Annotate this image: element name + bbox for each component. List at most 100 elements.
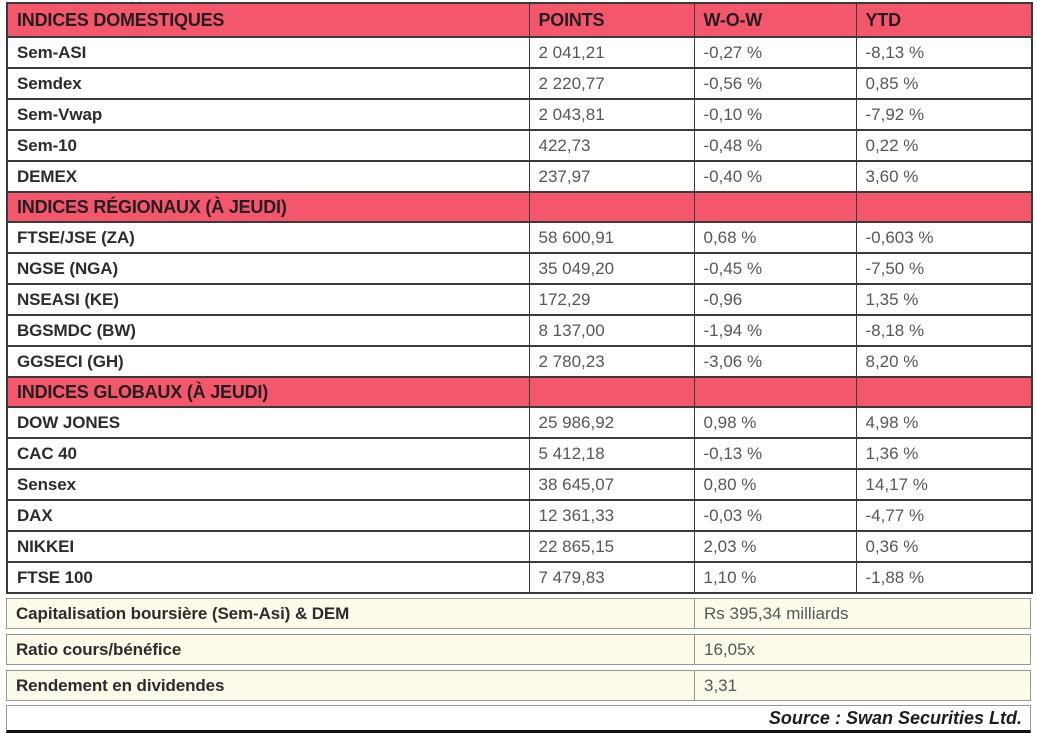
index-name: Sem-ASI <box>6 36 529 68</box>
ytd-value: 1,36 % <box>855 437 1032 469</box>
wow-value: 0,80 % <box>693 468 856 500</box>
ytd-value: 0,85 % <box>855 67 1032 99</box>
table-row: DAX 12 361,33 -0,03 % -4,77 % <box>6 499 1032 531</box>
summary-label: Capitalisation boursière (Sem-Asi) & DEM <box>16 603 350 623</box>
ytd-value: -7,92 % <box>855 98 1032 130</box>
index-name: FTSE/JSE (ZA) <box>6 221 529 253</box>
summary-value: Rs 395,34 milliards <box>694 599 1030 628</box>
section-row-global: INDICES GLOBAUX (À JEUDI) <box>6 376 1032 407</box>
wow-value: 0,98 % <box>693 406 856 438</box>
summary-row-market-cap: Capitalisation boursière (Sem-Asi) & DEM… <box>6 598 1031 629</box>
table-row: CAC 40 5 412,18 -0,13 % 1,36 % <box>6 437 1032 469</box>
ytd-value: 0,22 % <box>855 129 1032 161</box>
table-row: Sensex 38 645,07 0,80 % 14,17 % <box>6 468 1032 500</box>
points-value: 22 865,15 <box>528 530 694 562</box>
section-cell-empty <box>855 376 1032 407</box>
table-row: Semdex 2 220,77 -0,56 % 0,85 % <box>6 67 1032 99</box>
ytd-value: -8,18 % <box>855 314 1032 346</box>
ytd-value: 3,60 % <box>855 160 1032 192</box>
header-ytd: YTD <box>855 2 1032 37</box>
ytd-value: -1,88 % <box>855 561 1032 593</box>
section-row-regional: INDICES RÉGIONAUX (À JEUDI) <box>6 191 1032 222</box>
wow-value: -0,45 % <box>693 252 856 284</box>
section-cell-empty <box>693 191 856 222</box>
index-name: Sem-Vwap <box>6 98 529 130</box>
points-value: 5 412,18 <box>528 437 694 469</box>
summary-row-dividend-yield: Rendement en dividendes 3,31 <box>6 670 1031 701</box>
ytd-value: -8,13 % <box>855 36 1032 68</box>
points-value: 38 645,07 <box>528 468 694 500</box>
index-name: DAX <box>6 499 529 531</box>
table-row: NSEASI (KE) 172,29 -0,96 1,35 % <box>6 283 1032 315</box>
summary-value: 3,31 <box>694 671 1030 700</box>
table-row: NIKKEI 22 865,15 2,03 % 0,36 % <box>6 530 1032 562</box>
points-value: 25 986,92 <box>528 406 694 438</box>
table-row: BGSMDC (BW) 8 137,00 -1,94 % -8,18 % <box>6 314 1032 346</box>
wow-value: -0,13 % <box>693 437 856 469</box>
points-value: 7 479,83 <box>528 561 694 593</box>
index-name: NGSE (NGA) <box>6 252 529 284</box>
source-text: Source : Swan Securities Ltd. <box>768 707 1022 728</box>
points-value: 58 600,91 <box>528 221 694 253</box>
section-cell-empty <box>528 191 694 222</box>
wow-value: -0,56 % <box>693 67 856 99</box>
section-title: INDICES GLOBAUX (À JEUDI) <box>6 376 529 407</box>
wow-value: 2,03 % <box>693 530 856 562</box>
index-name: CAC 40 <box>6 437 529 469</box>
summary-label: Rendement en dividendes <box>16 675 225 695</box>
wow-value: 1,10 % <box>693 561 856 593</box>
table-row: Sem-10 422,73 -0,48 % 0,22 % <box>6 129 1032 161</box>
section-cell-empty <box>693 376 856 407</box>
index-name: DEMEX <box>6 160 529 192</box>
wow-value: -1,94 % <box>693 314 856 346</box>
index-name: NSEASI (KE) <box>6 283 529 315</box>
summary-row-pe-ratio: Ratio cours/bénéfice 16,05x <box>6 634 1031 665</box>
ytd-value: 8,20 % <box>855 345 1032 377</box>
summary-label: Ratio cours/bénéfice <box>16 639 182 659</box>
table-header-row: INDICES DOMESTIQUES POINTS W-O-W YTD <box>6 2 1032 37</box>
ytd-value: -7,50 % <box>855 252 1032 284</box>
table-row: DEMEX 237,97 -0,40 % 3,60 % <box>6 160 1032 192</box>
points-value: 237,97 <box>528 160 694 192</box>
header-wow: W-O-W <box>693 2 856 37</box>
points-value: 422,73 <box>528 129 694 161</box>
index-name: Sensex <box>6 468 529 500</box>
section-cell-empty <box>855 191 1032 222</box>
index-name: Sem-10 <box>6 129 529 161</box>
index-name: DOW JONES <box>6 406 529 438</box>
points-value: 2 780,23 <box>528 345 694 377</box>
ytd-value: -0,603 % <box>855 221 1032 253</box>
index-name: NIKKEI <box>6 530 529 562</box>
section-title: INDICES RÉGIONAUX (À JEUDI) <box>6 191 529 222</box>
wow-value: -0,48 % <box>693 129 856 161</box>
points-value: 2 220,77 <box>528 67 694 99</box>
wow-value: -0,96 <box>693 283 856 315</box>
ytd-value: 1,35 % <box>855 283 1032 315</box>
ytd-value: 4,98 % <box>855 406 1032 438</box>
index-name: GGSECI (GH) <box>6 345 529 377</box>
ytd-value: -4,77 % <box>855 499 1032 531</box>
points-value: 35 049,20 <box>528 252 694 284</box>
index-name: BGSMDC (BW) <box>6 314 529 346</box>
wow-value: -0,10 % <box>693 98 856 130</box>
section-cell-empty <box>528 376 694 407</box>
header-points: POINTS <box>528 2 694 37</box>
wow-value: -0,27 % <box>693 36 856 68</box>
table-row: DOW JONES 25 986,92 0,98 % 4,98 % <box>6 406 1032 438</box>
wow-value: -0,03 % <box>693 499 856 531</box>
points-value: 2 041,21 <box>528 36 694 68</box>
table-row: FTSE/JSE (ZA) 58 600,91 0,68 % -0,603 % <box>6 221 1032 253</box>
index-name: FTSE 100 <box>6 561 529 593</box>
table-row: Sem-ASI 2 041,21 -0,27 % -8,13 % <box>6 36 1032 68</box>
table-row: GGSECI (GH) 2 780,23 -3,06 % 8,20 % <box>6 345 1032 377</box>
ytd-value: 0,36 % <box>855 530 1032 562</box>
header-indices-domestiques: INDICES DOMESTIQUES <box>6 2 529 37</box>
table-row: FTSE 100 7 479,83 1,10 % -1,88 % <box>6 561 1032 593</box>
points-value: 12 361,33 <box>528 499 694 531</box>
wow-value: -3,06 % <box>693 345 856 377</box>
table-row: NGSE (NGA) 35 049,20 -0,45 % -7,50 % <box>6 252 1032 284</box>
summary-value: 16,05x <box>694 635 1030 664</box>
wow-value: -0,40 % <box>693 160 856 192</box>
wow-value: 0,68 % <box>693 221 856 253</box>
